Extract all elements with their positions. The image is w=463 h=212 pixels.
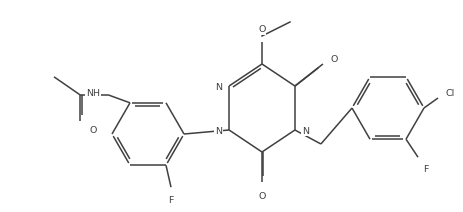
Text: F: F (422, 165, 427, 174)
Text: Cl: Cl (445, 89, 454, 99)
Text: F: F (168, 196, 173, 205)
Text: N: N (215, 82, 222, 92)
Text: O: O (330, 56, 338, 64)
Text: N: N (215, 127, 222, 137)
Text: NH: NH (86, 89, 100, 98)
Text: O: O (90, 126, 97, 135)
Text: N: N (301, 127, 308, 135)
Text: O: O (258, 192, 265, 201)
Text: O: O (258, 25, 265, 34)
